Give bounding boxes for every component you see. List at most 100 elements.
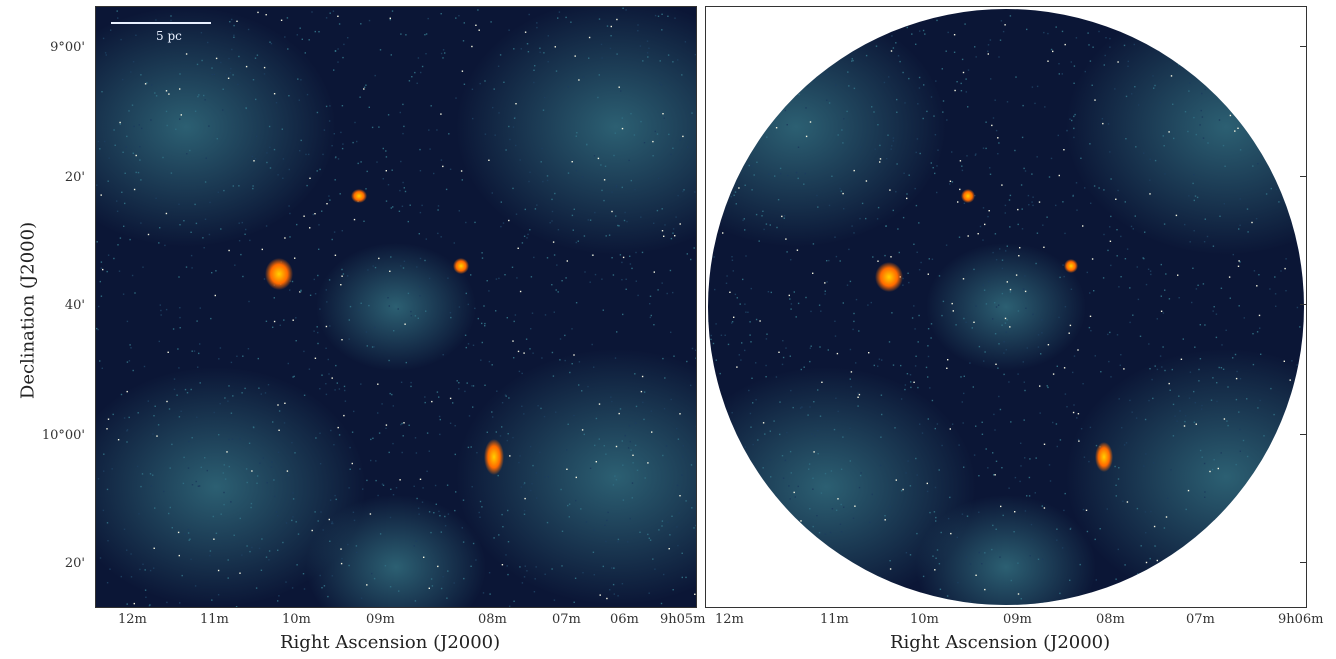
noise-speck bbox=[627, 447, 630, 449]
noise-speck bbox=[481, 322, 483, 325]
noise-speck bbox=[526, 43, 529, 45]
noise-speck bbox=[749, 412, 752, 415]
noise-speck bbox=[1014, 511, 1016, 513]
noise-speck bbox=[1047, 32, 1049, 35]
noise-speck bbox=[720, 334, 723, 336]
noise-speck bbox=[694, 191, 696, 193]
noise-speck bbox=[1115, 578, 1117, 580]
noise-speck bbox=[365, 84, 367, 86]
noise-speck bbox=[147, 400, 149, 402]
noise-speck bbox=[1154, 545, 1156, 547]
noise-speck bbox=[950, 532, 952, 535]
noise-speck bbox=[653, 222, 655, 224]
noise-speck bbox=[513, 48, 515, 50]
noise-speck bbox=[1094, 99, 1096, 101]
noise-speck bbox=[317, 520, 319, 522]
noise-speck bbox=[677, 544, 679, 547]
noise-speck bbox=[874, 148, 876, 150]
noise-speck bbox=[1266, 462, 1268, 464]
noise-speck bbox=[796, 541, 799, 544]
noise-speck bbox=[983, 289, 986, 291]
noise-speck bbox=[237, 83, 239, 86]
noise-speck bbox=[808, 555, 810, 557]
noise-speck bbox=[340, 548, 342, 550]
noise-speck bbox=[405, 361, 407, 364]
noise-speck bbox=[649, 295, 652, 297]
noise-speck bbox=[342, 56, 344, 59]
noise-speck bbox=[153, 567, 155, 569]
noise-speck bbox=[284, 36, 286, 38]
noise-speck bbox=[930, 337, 932, 339]
noise-speck bbox=[341, 339, 343, 341]
noise-speck bbox=[884, 515, 886, 517]
noise-speck bbox=[945, 244, 948, 246]
noise-speck bbox=[1258, 274, 1260, 276]
noise-speck bbox=[650, 314, 652, 317]
noise-speck bbox=[1024, 510, 1027, 512]
noise-speck bbox=[1224, 165, 1226, 167]
noise-speck bbox=[1256, 331, 1259, 333]
noise-speck bbox=[553, 254, 556, 256]
noise-speck bbox=[360, 597, 363, 599]
noise-speck bbox=[128, 360, 131, 362]
noise-speck bbox=[435, 503, 437, 505]
noise-speck bbox=[137, 412, 139, 414]
x-tick-label: 10m bbox=[282, 612, 311, 627]
noise-speck bbox=[773, 420, 775, 422]
noise-speck bbox=[215, 532, 218, 534]
noise-speck bbox=[1201, 456, 1203, 458]
noise-speck bbox=[805, 135, 808, 138]
noise-speck bbox=[769, 459, 772, 461]
noise-speck bbox=[842, 192, 844, 195]
noise-speck bbox=[1280, 270, 1282, 272]
noise-speck bbox=[461, 70, 464, 72]
noise-speck bbox=[817, 430, 819, 432]
noise-speck bbox=[1134, 86, 1136, 88]
noise-speck bbox=[523, 482, 526, 484]
noise-speck bbox=[190, 231, 192, 233]
noise-speck bbox=[1069, 118, 1071, 120]
noise-speck bbox=[769, 224, 771, 226]
noise-speck bbox=[1195, 545, 1197, 547]
noise-speck bbox=[260, 569, 263, 571]
noise-speck bbox=[328, 120, 331, 122]
noise-speck bbox=[932, 167, 934, 169]
noise-speck bbox=[808, 463, 811, 465]
noise-speck bbox=[765, 338, 768, 340]
noise-speck bbox=[256, 482, 258, 484]
noise-speck bbox=[611, 400, 613, 403]
noise-speck bbox=[385, 424, 388, 426]
noise-speck bbox=[557, 229, 560, 231]
noise-speck bbox=[615, 445, 618, 448]
noise-speck bbox=[1263, 108, 1266, 110]
noise-speck bbox=[439, 515, 441, 517]
noise-speck bbox=[906, 193, 908, 195]
noise-speck bbox=[205, 157, 207, 159]
noise-speck bbox=[108, 157, 110, 159]
noise-speck bbox=[670, 331, 672, 333]
noise-speck bbox=[934, 427, 936, 430]
noise-speck bbox=[817, 389, 819, 391]
noise-speck bbox=[952, 601, 954, 603]
noise-speck bbox=[1017, 208, 1019, 211]
noise-speck bbox=[1252, 165, 1254, 167]
noise-speck bbox=[1160, 263, 1162, 266]
noise-speck bbox=[795, 171, 798, 174]
noise-speck bbox=[892, 364, 895, 366]
noise-speck bbox=[428, 277, 431, 280]
noise-speck bbox=[781, 530, 784, 532]
noise-speck bbox=[611, 210, 613, 213]
noise-speck bbox=[801, 406, 803, 408]
noise-speck bbox=[1295, 498, 1297, 500]
noise-speck bbox=[790, 389, 792, 392]
noise-speck bbox=[995, 259, 998, 261]
noise-speck bbox=[710, 421, 712, 423]
noise-speck bbox=[915, 151, 917, 154]
noise-speck bbox=[348, 487, 350, 489]
noise-speck bbox=[253, 160, 255, 162]
noise-speck bbox=[755, 62, 758, 64]
bright-source bbox=[875, 262, 903, 292]
noise-speck bbox=[1287, 541, 1289, 544]
noise-speck bbox=[1063, 367, 1066, 369]
noise-speck bbox=[1093, 185, 1096, 187]
